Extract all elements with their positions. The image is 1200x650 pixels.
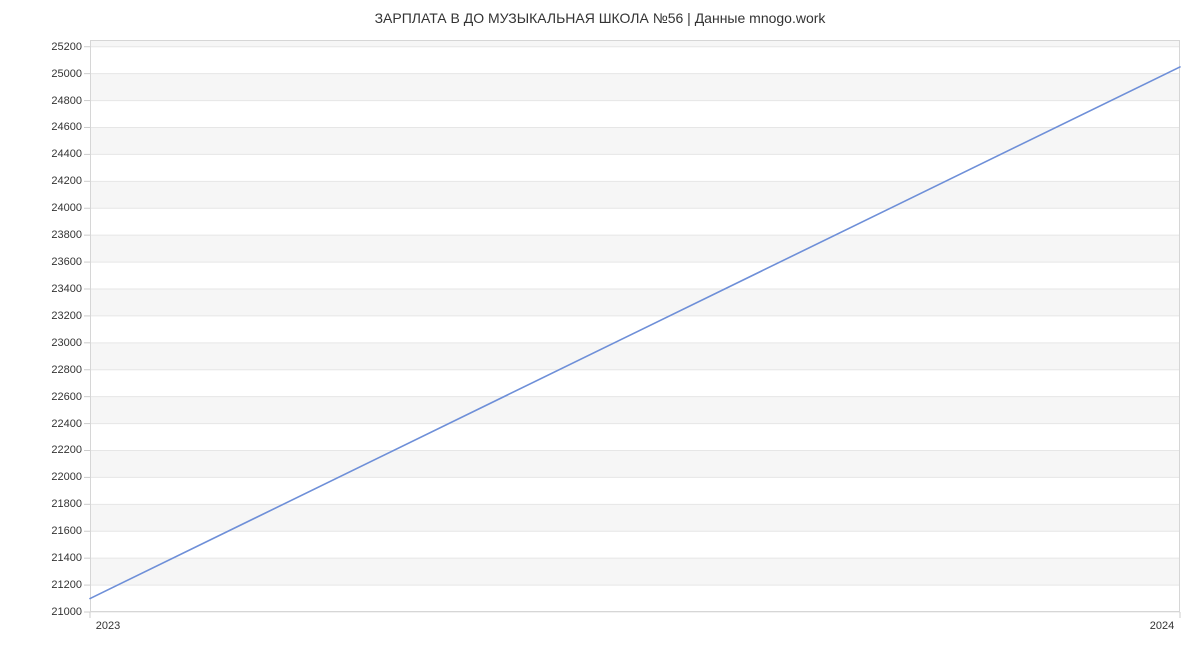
y-tick-label: 25000	[51, 68, 82, 80]
salary-chart: ЗАРПЛАТА В ДО МУЗЫКАЛЬНАЯ ШКОЛА №56 | Да…	[0, 0, 1200, 650]
y-tick-label: 23000	[51, 337, 82, 349]
y-tick-label: 21200	[51, 579, 82, 591]
y-tick-label: 21800	[51, 498, 82, 510]
y-tick-label: 22200	[51, 444, 82, 456]
y-tick-label: 23800	[51, 229, 82, 241]
y-tick-label: 22000	[51, 471, 82, 483]
y-tick-label: 21000	[51, 606, 82, 618]
y-tick-label: 24200	[51, 175, 82, 187]
y-tick-label: 23400	[51, 283, 82, 295]
y-tick-label: 22800	[51, 364, 82, 376]
y-tick-label: 23600	[51, 256, 82, 268]
y-tick-label: 21400	[51, 552, 82, 564]
y-tick-label: 24600	[51, 121, 82, 133]
chart-title: ЗАРПЛАТА В ДО МУЗЫКАЛЬНАЯ ШКОЛА №56 | Да…	[0, 10, 1200, 26]
y-tick-label: 24000	[51, 202, 82, 214]
y-tick-label: 24800	[51, 95, 82, 107]
x-tick-label: 2024	[1150, 620, 1174, 632]
y-tick-label: 24400	[51, 148, 82, 160]
plot-area	[90, 40, 1180, 612]
y-tick-label: 22600	[51, 391, 82, 403]
y-tick-label: 22400	[51, 418, 82, 430]
x-tick-label: 2023	[96, 620, 120, 632]
y-tick-label: 21600	[51, 525, 82, 537]
y-tick-label: 23200	[51, 310, 82, 322]
y-tick-label: 25200	[51, 41, 82, 53]
